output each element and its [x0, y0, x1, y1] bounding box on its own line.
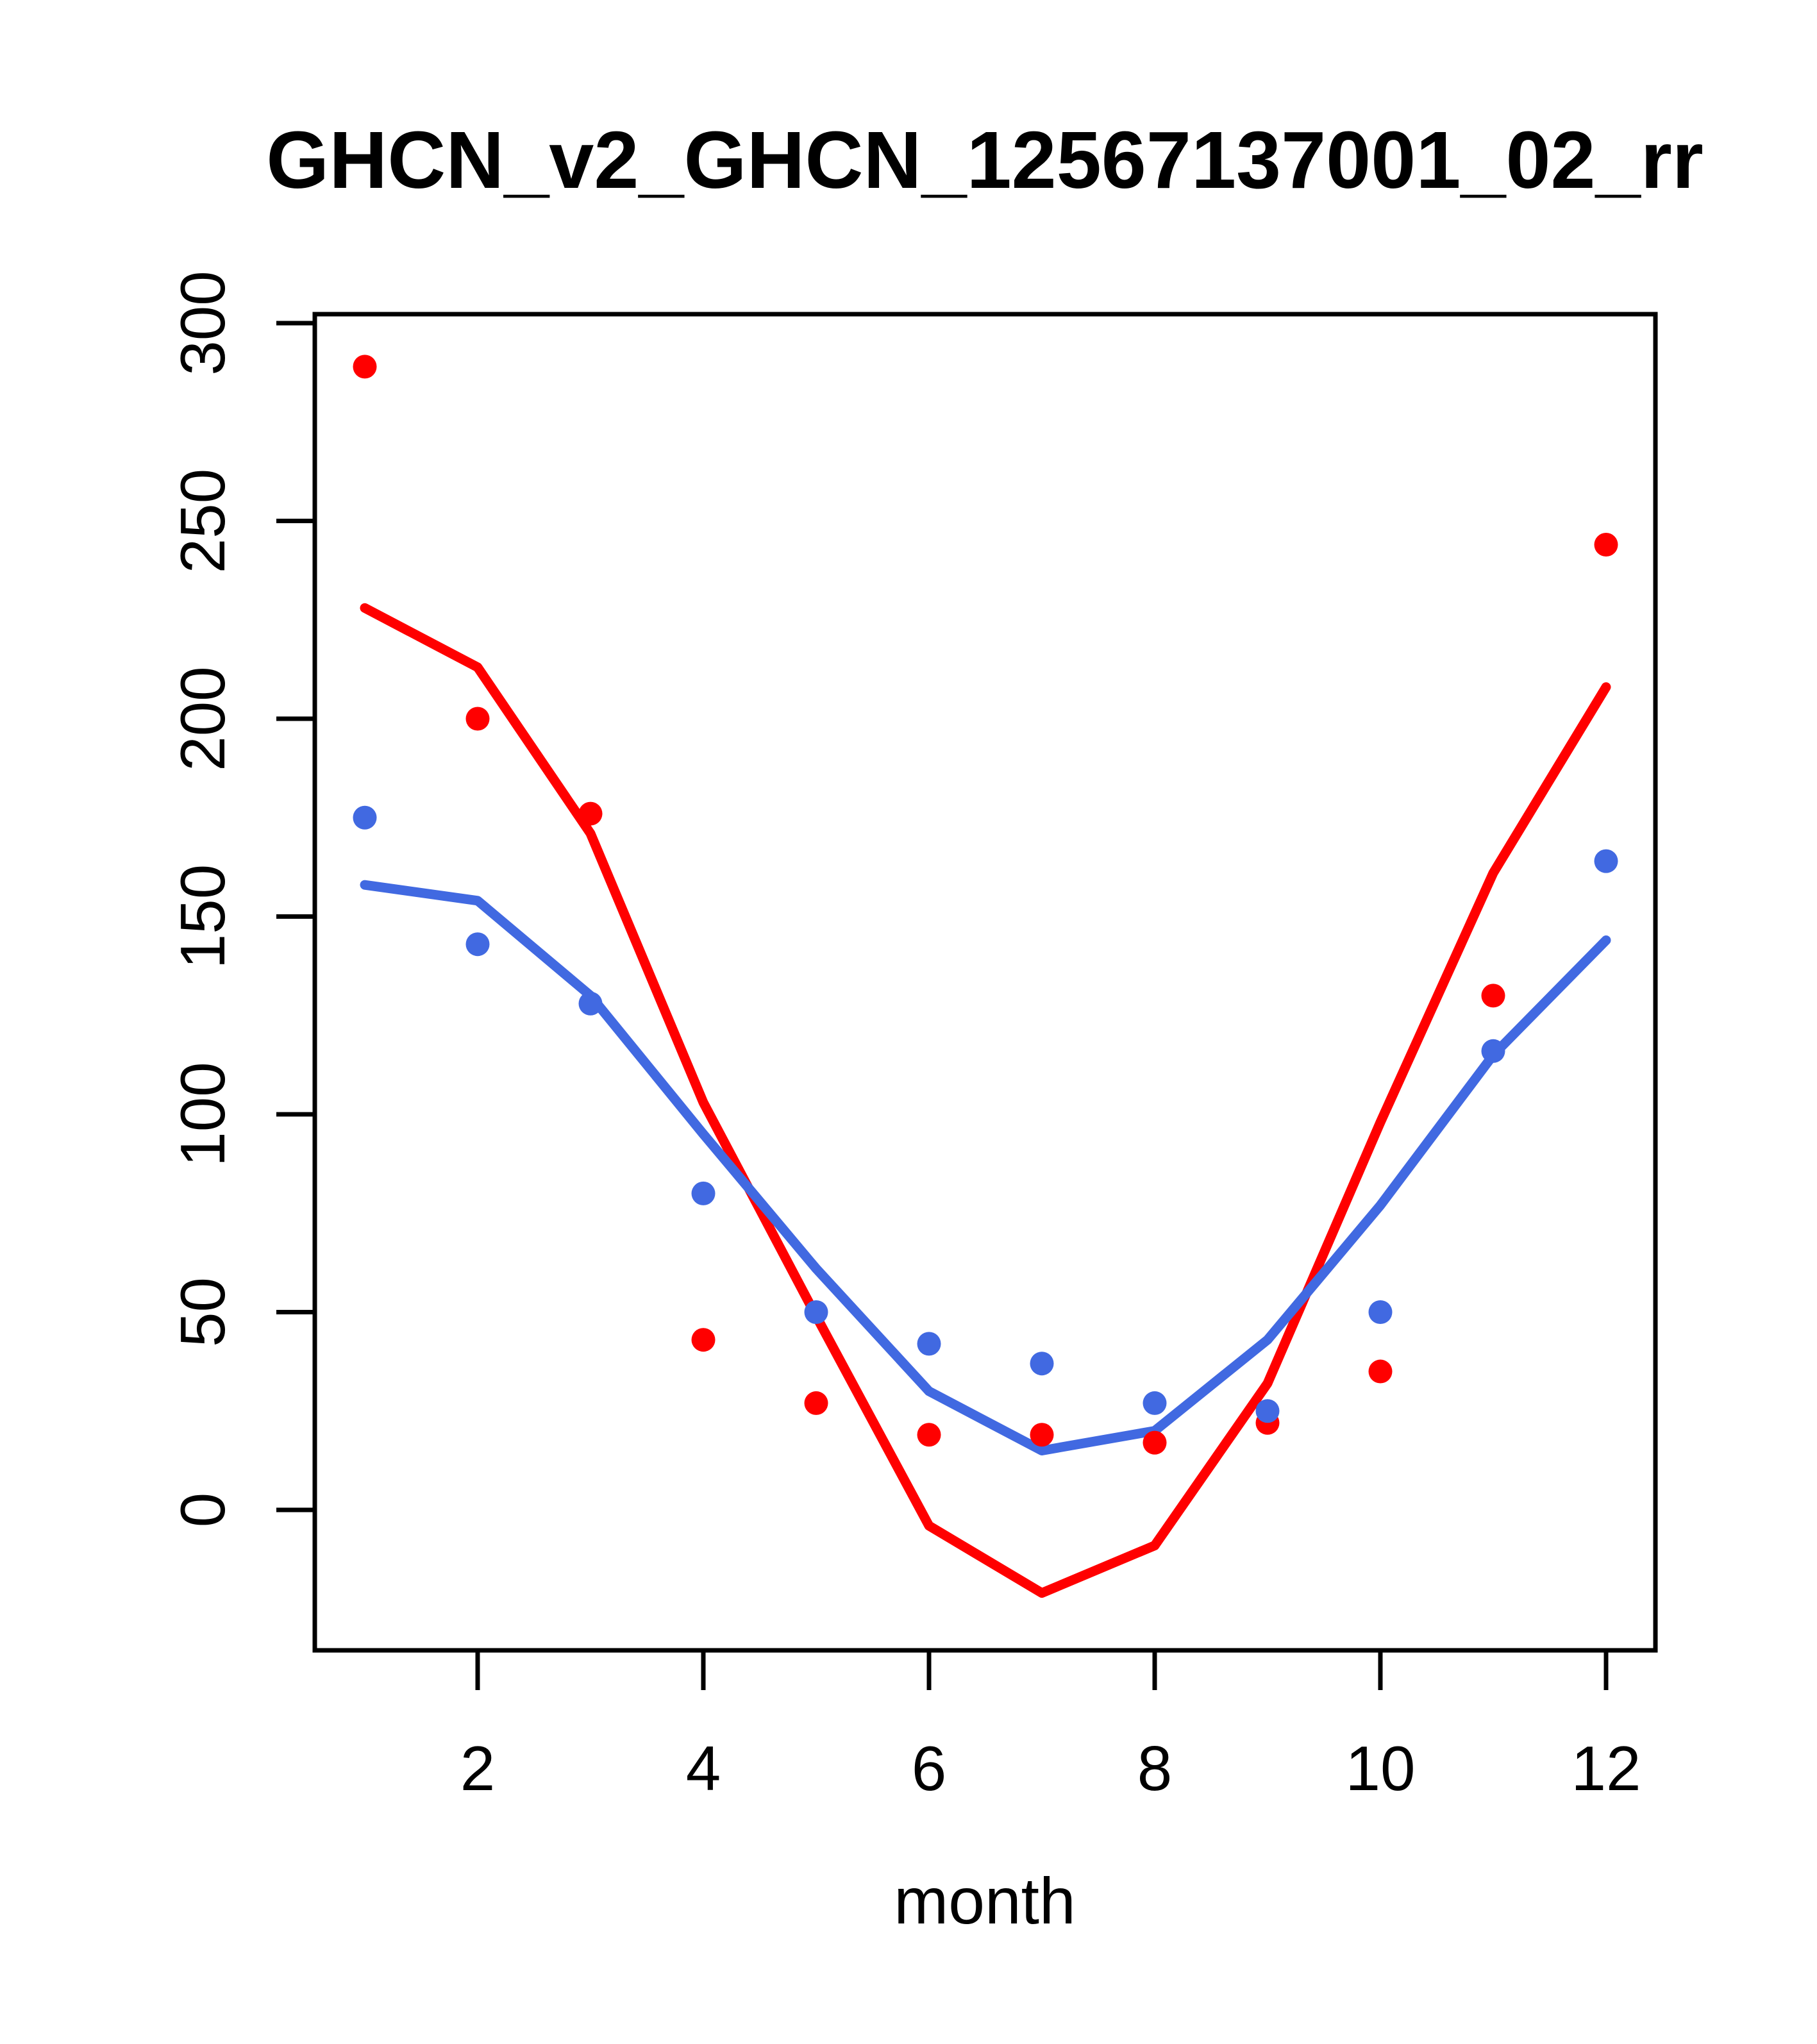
y-tick-label-50: 50	[167, 1277, 238, 1347]
chart-title: GHCN_v2_GHCN_12567137001_02_rr	[266, 115, 1704, 205]
red-points-month-4	[691, 1328, 716, 1352]
blue-points-month-10	[1368, 1300, 1393, 1324]
red-points-month-12	[1594, 533, 1618, 557]
red-fit-line	[360, 603, 1611, 1598]
red-points-month-5	[804, 1391, 828, 1415]
red-points-month-7	[1030, 1423, 1054, 1447]
x-axis-title: month	[894, 1864, 1076, 1938]
red-points-month-8	[1143, 1430, 1167, 1455]
blue-points-month-8	[1143, 1391, 1167, 1415]
blue-points-month-12	[1594, 849, 1618, 873]
x-tick-label-8: 8	[1137, 1733, 1173, 1804]
y-tick-label-300: 300	[167, 271, 238, 376]
blue-points-month-4	[691, 1181, 716, 1205]
red-points-month-11	[1481, 984, 1505, 1008]
y-tick-label-0: 0	[167, 1493, 238, 1528]
blue-points-month-6	[917, 1332, 941, 1356]
red-points-month-10	[1368, 1359, 1393, 1384]
x-tick-label-4: 4	[686, 1733, 721, 1804]
blue-points-month-9	[1255, 1399, 1280, 1423]
red-points-month-3	[578, 801, 603, 826]
blue-points-month-7	[1030, 1352, 1054, 1376]
y-tick-label-150: 150	[167, 864, 238, 969]
red-points-month-2	[465, 707, 490, 731]
x-tick-label-10: 10	[1345, 1733, 1415, 1804]
x-tick-label-2: 2	[460, 1733, 496, 1804]
x-tick-label-12: 12	[1571, 1733, 1641, 1804]
y-tick-label-200: 200	[167, 666, 238, 771]
data-series	[353, 355, 1618, 1598]
blue-fit-line	[360, 880, 1611, 1455]
red-points-month-6	[917, 1423, 941, 1447]
blue-points-month-1	[353, 805, 377, 830]
blue-points-month-2	[465, 932, 490, 957]
x-axis: 2 4 6 8 10 12	[460, 1650, 1641, 1804]
x-tick-label-6: 6	[912, 1733, 947, 1804]
y-axis: 0 50 100 150 200 250 300	[167, 271, 315, 1527]
blue-points-month-11	[1481, 1039, 1505, 1063]
y-tick-label-100: 100	[167, 1062, 238, 1167]
y-tick-label-250: 250	[167, 469, 238, 574]
red-points-month-1	[353, 355, 377, 379]
plot-box	[312, 312, 1658, 1653]
blue-points-month-3	[578, 991, 603, 1016]
blue-points-month-5	[804, 1300, 828, 1324]
